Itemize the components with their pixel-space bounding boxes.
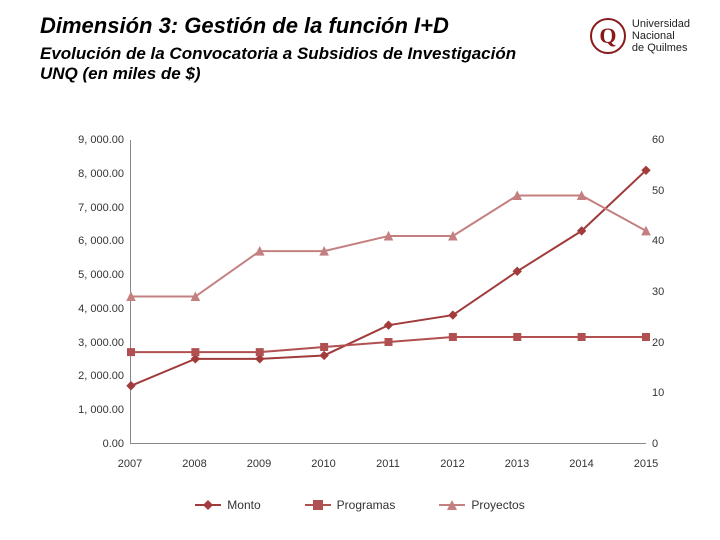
y-left-tick-label: 5, 000.00 [64, 269, 124, 281]
y-right-tick-label: 10 [652, 387, 676, 399]
series-marker-programas [578, 333, 585, 340]
y-left-tick-label: 2, 000.00 [64, 370, 124, 382]
x-tick-label: 2012 [440, 458, 464, 470]
y-left-tick-label: 3, 000.00 [64, 337, 124, 349]
logo-mark: Q [590, 18, 626, 54]
x-tick-label: 2013 [505, 458, 529, 470]
series-marker-monto [385, 321, 393, 329]
series-line-proyectos [131, 196, 646, 297]
series-line-monto [131, 170, 646, 385]
y-right-tick-label: 0 [652, 438, 676, 450]
logo-text-l3: de Quilmes [632, 42, 690, 54]
y-left-tick-label: 7, 000.00 [64, 202, 124, 214]
x-tick-label: 2011 [376, 458, 400, 470]
series-marker-programas [128, 349, 135, 356]
page-subtitle: Evolución de la Convocatoria a Subsidios… [40, 44, 540, 83]
header: Dimensión 3: Gestión de la función I+D E… [0, 0, 720, 87]
x-tick-label: 2015 [634, 458, 658, 470]
series-marker-programas [514, 333, 521, 340]
chart-lines-svg [131, 140, 646, 443]
y-right-tick-label: 40 [652, 235, 676, 247]
series-marker-programas [643, 333, 650, 340]
legend-item-programas: Programas [305, 498, 396, 512]
y-right-tick-label: 60 [652, 134, 676, 146]
y-right-tick-label: 30 [652, 286, 676, 298]
y-left-tick-label: 9, 000.00 [64, 134, 124, 146]
legend: Monto Programas Proyectos [0, 498, 720, 512]
y-right-tick-label: 50 [652, 185, 676, 197]
series-marker-programas [256, 349, 263, 356]
series-marker-monto [127, 382, 135, 390]
x-tick-label: 2009 [247, 458, 271, 470]
y-right-tick-label: 20 [652, 337, 676, 349]
y-left-tick-label: 8, 000.00 [64, 168, 124, 180]
series-marker-monto [320, 351, 328, 359]
y-left-tick-label: 6, 000.00 [64, 235, 124, 247]
legend-item-proyectos: Proyectos [439, 498, 524, 512]
legend-label-monto: Monto [227, 498, 260, 512]
y-left-tick-label: 0.00 [64, 438, 124, 450]
legend-line-proyectos [439, 504, 465, 506]
titles: Dimensión 3: Gestión de la función I+D E… [40, 14, 540, 83]
legend-label-programas: Programas [337, 498, 396, 512]
page-title: Dimensión 3: Gestión de la función I+D [40, 14, 540, 38]
plot-area [130, 140, 646, 444]
legend-marker-monto [202, 499, 214, 511]
legend-item-monto: Monto [195, 498, 260, 512]
series-marker-programas [385, 339, 392, 346]
x-tick-label: 2010 [311, 458, 335, 470]
x-tick-label: 2008 [182, 458, 206, 470]
series-marker-programas [449, 333, 456, 340]
logo-text: Universidad Nacional de Quilmes [632, 18, 690, 54]
series-marker-programas [321, 344, 328, 351]
legend-line-programas [305, 504, 331, 506]
y-left-tick-label: 4, 000.00 [64, 303, 124, 315]
series-marker-programas [192, 349, 199, 356]
legend-marker-programas [312, 499, 324, 511]
chart: 0.00 1, 000.00 2, 000.00 3, 000.00 4, 000.00… [64, 140, 676, 470]
x-tick-label: 2007 [118, 458, 142, 470]
legend-line-monto [195, 504, 221, 506]
logo-text-l2: Nacional [632, 30, 690, 42]
y-left-tick-label: 1, 000.00 [64, 404, 124, 416]
logo-text-l1: Universidad [632, 18, 690, 30]
university-logo: Q Universidad Nacional de Quilmes [590, 18, 690, 54]
series-marker-proyectos [642, 227, 650, 235]
x-tick-label: 2014 [569, 458, 593, 470]
legend-label-proyectos: Proyectos [471, 498, 524, 512]
legend-marker-proyectos [446, 499, 458, 511]
